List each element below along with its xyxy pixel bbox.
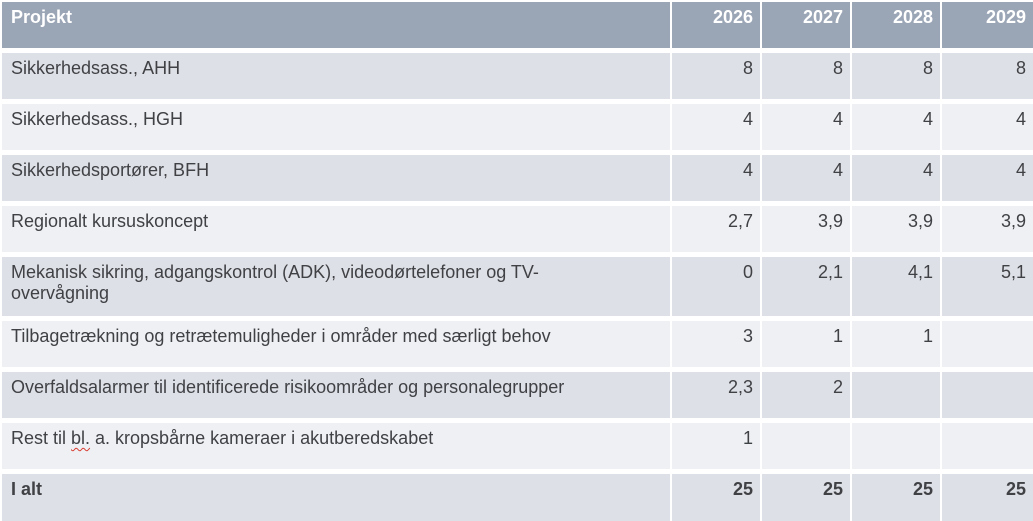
row-value-2027: 4 <box>762 155 850 201</box>
row-value-2027: 2 <box>762 372 850 418</box>
text-segment: Rest til <box>11 428 72 448</box>
row-project-label: Sikkerhedsass., HGH <box>2 104 670 150</box>
row-value-2029: 3,9 <box>942 206 1033 252</box>
row-value-2027 <box>762 423 850 469</box>
row-project-label: Sikkerhedsportører, BFH <box>2 155 670 201</box>
row-value-2027: 4 <box>762 104 850 150</box>
row-value-2029 <box>942 372 1033 418</box>
spellcheck-underline-word: bl. <box>71 428 91 448</box>
row-value-2026: 8 <box>672 53 760 99</box>
row-value-2027: 2,1 <box>762 257 850 316</box>
row-value-2029: 4 <box>942 155 1033 201</box>
column-header-projekt: Projekt <box>2 2 670 48</box>
row-value-2029 <box>942 321 1033 367</box>
row-value-2026: 4 <box>672 155 760 201</box>
row-value-2026: 2,3 <box>672 372 760 418</box>
row-value-2028: 8 <box>852 53 940 99</box>
row-value-2028 <box>852 423 940 469</box>
row-value-2029: 5,1 <box>942 257 1033 316</box>
text-segment: a. kropsbårne kameraer i akutberedskabet <box>90 428 434 448</box>
row-value-2028: 3,9 <box>852 206 940 252</box>
row-value-2026: 4 <box>672 104 760 150</box>
row-value-2029: 8 <box>942 53 1033 99</box>
row-project-label: Rest til bl. a. kropsbårne kameraer i ak… <box>2 423 670 469</box>
column-header-2029: 2029 <box>942 2 1033 48</box>
row-value-2026: 2,7 <box>672 206 760 252</box>
row-value-2027: 1 <box>762 321 850 367</box>
row-value-2028: 4 <box>852 155 940 201</box>
row-value-2029 <box>942 423 1033 469</box>
total-value-2028: 25 <box>852 474 940 521</box>
row-value-2028: 4,1 <box>852 257 940 316</box>
row-value-2029: 4 <box>942 104 1033 150</box>
row-project-label: Mekanisk sikring, adgangskontrol (ADK), … <box>2 257 670 316</box>
row-value-2028: 4 <box>852 104 940 150</box>
total-value-2029: 25 <box>942 474 1033 521</box>
column-header-2026: 2026 <box>672 2 760 48</box>
column-header-2027: 2027 <box>762 2 850 48</box>
row-value-2027: 3,9 <box>762 206 850 252</box>
row-project-label: Sikkerhedsass., AHH <box>2 53 670 99</box>
row-value-2028 <box>852 372 940 418</box>
total-value-2027: 25 <box>762 474 850 521</box>
row-value-2026: 3 <box>672 321 760 367</box>
total-row-label: I alt <box>2 474 670 521</box>
column-header-2028: 2028 <box>852 2 940 48</box>
row-value-2027: 8 <box>762 53 850 99</box>
total-value-2026: 25 <box>672 474 760 521</box>
row-project-label: Regionalt kursuskoncept <box>2 206 670 252</box>
row-value-2026: 0 <box>672 257 760 316</box>
row-project-label: Tilbagetrækning og retrætemuligheder i o… <box>2 321 670 367</box>
row-value-2026: 1 <box>672 423 760 469</box>
row-project-label: Overfaldsalarmer til identificerede risi… <box>2 372 670 418</box>
row-value-2028: 1 <box>852 321 940 367</box>
